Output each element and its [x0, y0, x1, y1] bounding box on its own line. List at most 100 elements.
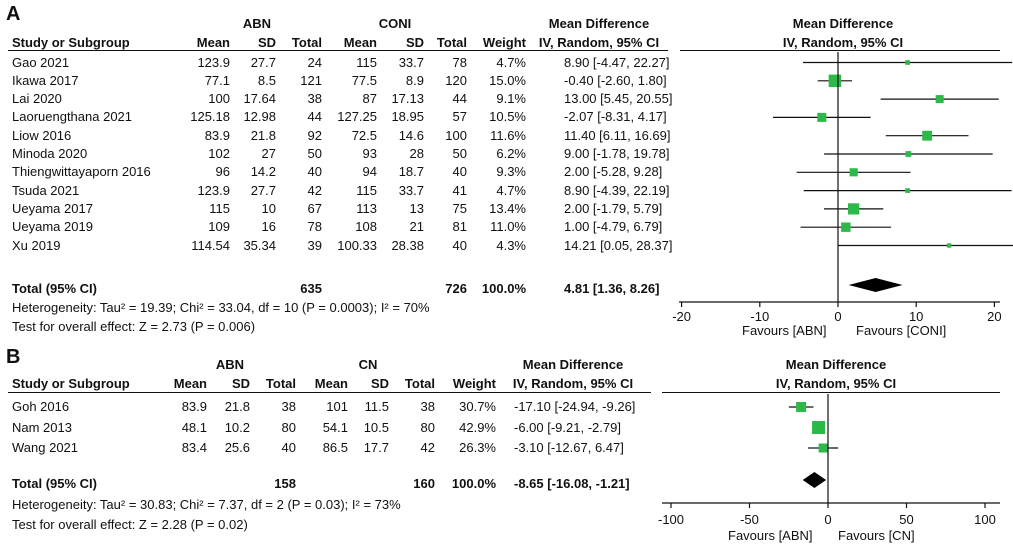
weight-cell: 11.0% — [490, 219, 526, 235]
sd2-cell: 14.6 — [398, 127, 424, 143]
total2-cell: 100 — [445, 127, 467, 143]
mean1-cell: 115 — [209, 200, 230, 216]
mean1-cell: 100 — [208, 91, 230, 107]
total2-cell: 81 — [452, 219, 467, 235]
study-name: Goh 2016 — [12, 399, 70, 414]
total-n1: 158 — [274, 476, 296, 491]
mean1-header: Mean — [173, 376, 207, 391]
total-label: Total (95% CI) — [12, 476, 97, 491]
pooled-diamond — [848, 278, 903, 292]
total2-cell: 42 — [420, 440, 435, 455]
weight-cell: 9.1% — [496, 91, 526, 107]
total1-cell: 38 — [307, 91, 322, 107]
total1-cell: 50 — [307, 146, 322, 161]
weight-cell: 9.3% — [496, 164, 526, 180]
sd1-cell: 27 — [261, 146, 276, 161]
sd2-cell: 18.7 — [398, 164, 424, 180]
favours-left-label: Favours [ABN] — [728, 528, 813, 543]
sd2-cell: 28 — [409, 146, 424, 161]
mean2-header: Mean — [343, 35, 377, 50]
pooled-diamond — [802, 472, 827, 488]
sd1-cell: 14.2 — [250, 164, 276, 180]
sd1-cell: 21.8 — [224, 399, 250, 414]
x-tick-label: 20 — [987, 309, 1001, 324]
sd2-cell: 10.5 — [363, 419, 389, 435]
weight-cell: 10.5% — [489, 109, 526, 125]
ci-cell: 2.00 [-5.28, 9.28] — [564, 164, 663, 180]
plot-header-rule — [662, 392, 1000, 393]
total-n1: 635 — [300, 281, 322, 296]
forest-plot-a: -20 -10 0 10 20 — [672, 52, 1013, 324]
mean2-cell: 115 — [356, 54, 377, 70]
total-n2: 726 — [445, 281, 467, 296]
plot-header-rule — [680, 50, 1000, 51]
total2-cell: 57 — [452, 109, 467, 125]
x-tick-label: -20 — [672, 309, 691, 324]
weight-cell: 11.6% — [490, 127, 526, 143]
plot-subheader: IV, Random, 95% CI — [782, 35, 904, 50]
total2-cell: 78 — [452, 54, 467, 70]
study-name: Thiengwittayaporn 2016 — [12, 164, 151, 180]
total-label: Total (95% CI) — [12, 281, 97, 296]
effect-square — [922, 130, 933, 141]
sd2-cell: 11.5 — [364, 399, 389, 414]
mean1-cell: 123.9 — [197, 54, 230, 70]
sd1-cell: 10 — [261, 200, 276, 216]
sd2-cell: 8.9 — [405, 72, 424, 88]
mean1-cell: 48.1 — [181, 419, 207, 435]
sd2-cell: 17.13 — [391, 91, 424, 107]
favours-right-label: Favours [CN] — [838, 528, 915, 543]
study-name: Ueyama 2019 — [12, 219, 93, 235]
sd2-header: SD — [370, 376, 389, 391]
weight-cell: 15.0% — [489, 72, 526, 88]
mean1-cell: 125.18 — [190, 109, 230, 125]
plot-header: Mean Difference — [792, 16, 894, 31]
forest-panel-a: A ABN CONI Mean Difference Mean Differen… — [6, 3, 1013, 338]
effect-square — [905, 60, 910, 65]
ci-cell: -0.40 [-2.60, 1.80] — [564, 72, 667, 88]
total2-cell: 40 — [452, 164, 467, 180]
total2-cell: 120 — [445, 72, 467, 88]
total1-cell: 24 — [307, 54, 322, 70]
group2-header: CONI — [378, 16, 412, 31]
effect-square — [946, 243, 952, 248]
favours-left-label: Favours [ABN] — [742, 323, 827, 338]
study-name: Lai 2020 — [12, 91, 62, 107]
study-name: Xu 2019 — [12, 237, 61, 253]
x-tick-label: -100 — [658, 512, 684, 527]
x-tick-label: 0 — [834, 309, 841, 324]
sd1-cell: 27.7 — [250, 182, 276, 198]
weight-cell: 4.7% — [496, 54, 526, 70]
ci-cell: 2.00 [-1.79, 5.79] — [564, 200, 663, 216]
weight-cell: 4.3% — [496, 237, 526, 253]
weight-cell: 42.9% — [459, 419, 496, 435]
mean1-cell: 77.1 — [204, 72, 230, 88]
sd2-header: SD — [405, 35, 424, 50]
mean1-header: Mean — [196, 35, 230, 50]
sd1-cell: 8.5 — [257, 72, 276, 88]
effect-square — [812, 421, 826, 434]
mean1-cell: 96 — [215, 164, 230, 180]
md-subheader: IV, Random, 95% CI — [512, 376, 634, 391]
heterogeneity-text: Heterogeneity: Tau² = 30.83; Chi² = 7.37… — [12, 497, 401, 512]
effect-square — [849, 168, 858, 177]
mean2-cell: 127.25 — [337, 109, 377, 125]
mean2-cell: 113 — [356, 200, 377, 216]
plot-header: Mean Difference — [785, 357, 887, 372]
mean2-cell: 108 — [355, 219, 377, 235]
total2-cell: 80 — [420, 419, 435, 435]
sd2-cell: 18.95 — [391, 109, 424, 125]
total2-cell: 75 — [452, 200, 467, 216]
x-tick-label: 50 — [899, 512, 913, 527]
weight-cell: 4.7% — [496, 182, 526, 198]
mean2-cell: 100.33 — [337, 237, 377, 253]
forest-plot-b: -100 -50 0 50 100 — [658, 394, 1000, 527]
total1-cell: 92 — [307, 127, 322, 143]
total1-cell: 78 — [307, 219, 322, 235]
mean1-cell: 114.54 — [191, 237, 230, 253]
mean2-cell: 77.5 — [351, 72, 377, 88]
x-tick-label: 0 — [824, 512, 831, 527]
ci-cell: -6.00 [-9.21, -2.79] — [514, 419, 621, 435]
total-weight: 100.0% — [451, 476, 496, 491]
sd2-cell: 28.38 — [391, 237, 424, 253]
